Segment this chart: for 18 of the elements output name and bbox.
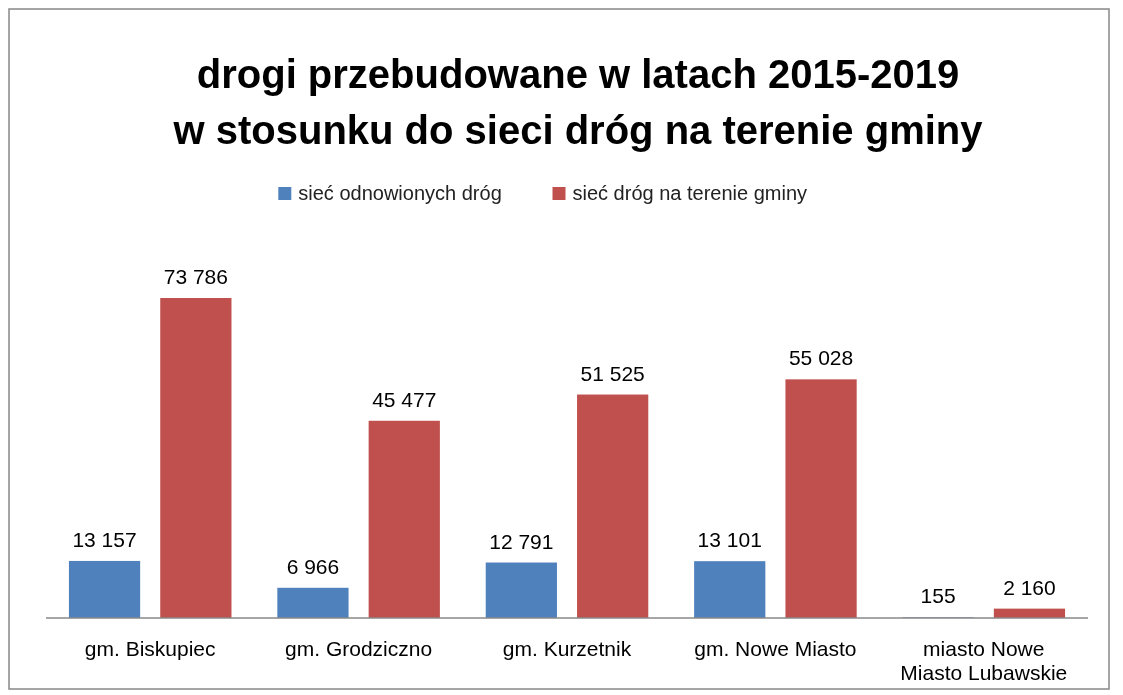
- x-tick-label: gm. Nowe Miasto: [694, 637, 857, 660]
- x-tick-label: gm. Grodziczno: [285, 637, 433, 660]
- data-label: 13 101: [697, 528, 762, 552]
- data-label: 51 525: [580, 361, 645, 385]
- data-label: 155: [920, 584, 956, 608]
- x-tick-label: gm. Biskupiec: [84, 637, 216, 660]
- x-tick-label: miasto Nowe Miasto Lubawskie: [900, 637, 1068, 684]
- x-tick-label: gm. Kurzetnik: [502, 637, 632, 660]
- data-label: 12 791: [489, 529, 554, 553]
- chart-title: drogi przebudowane w latach 2015-2019 w stosunku do sieci dróg na terenie gminy: [172, 52, 984, 152]
- data-label: 73 786: [163, 265, 228, 288]
- data-label: 45 477: [372, 387, 437, 411]
- data-label: 6 966: [286, 554, 340, 578]
- data-label: 13 157: [72, 527, 137, 551]
- data-label: 2 160: [1003, 575, 1056, 599]
- legend-label: sieć dróg na terenie gminy: [572, 182, 808, 204]
- legend-label: sieć odnowionych dróg: [298, 182, 502, 204]
- data-label: 55 028: [788, 346, 854, 370]
